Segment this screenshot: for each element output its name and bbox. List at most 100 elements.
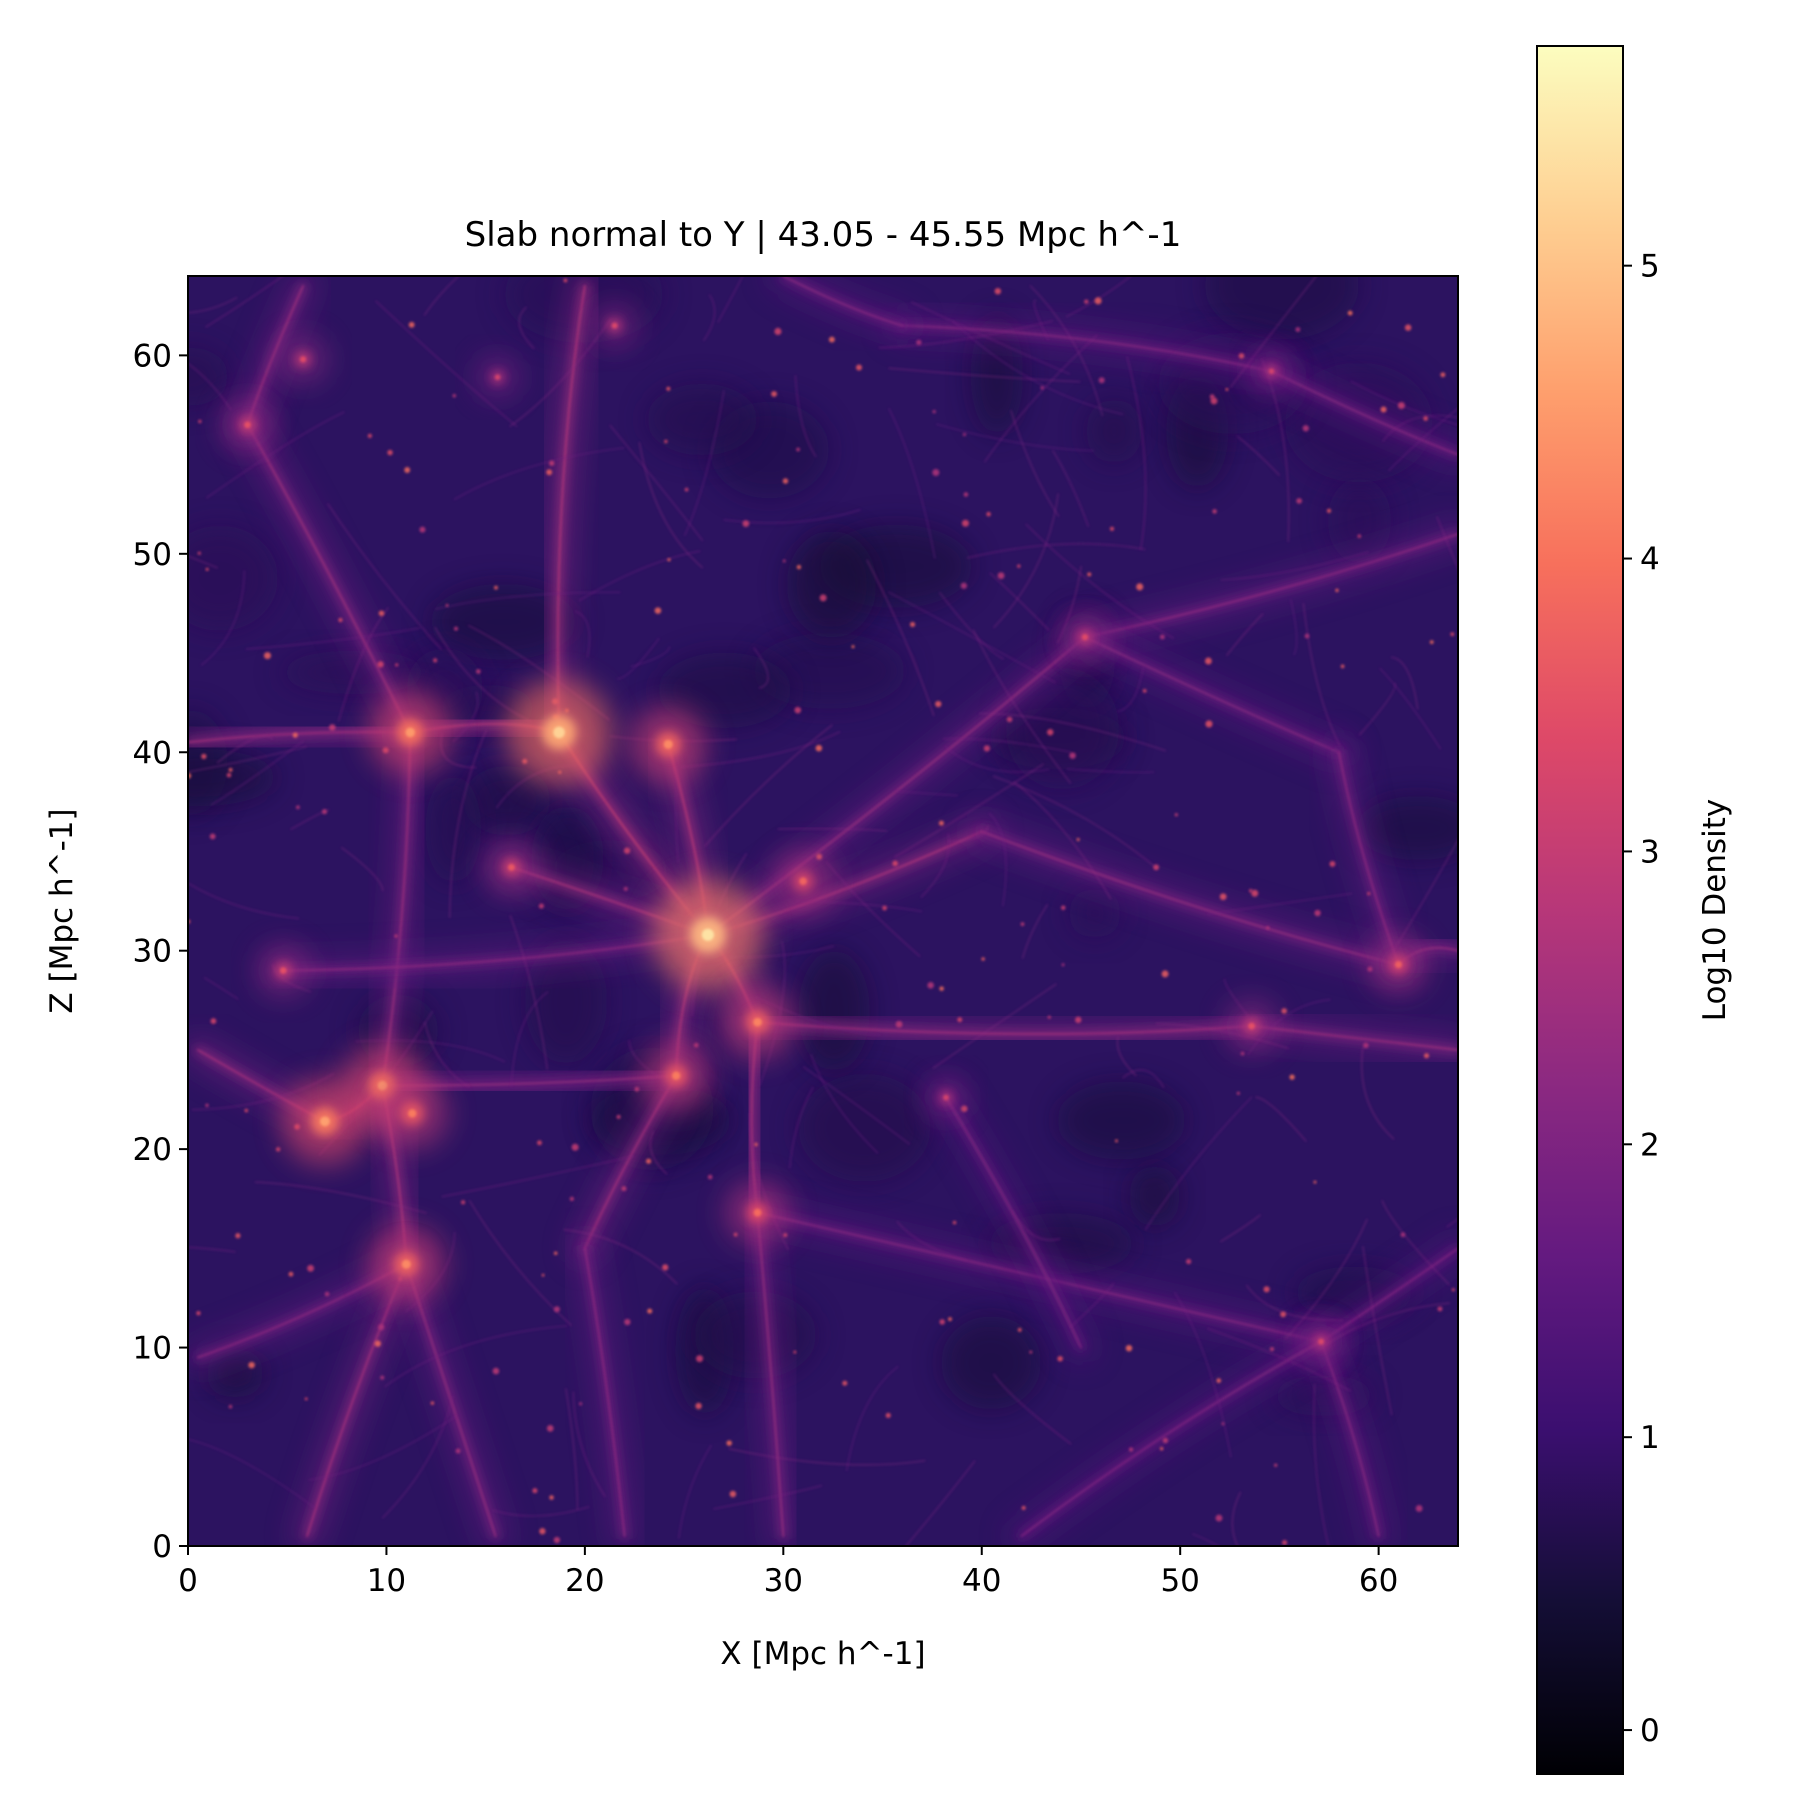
filament-core	[584, 1247, 626, 1537]
halo	[981, 957, 985, 961]
web-strand	[920, 833, 950, 898]
halo	[1204, 657, 1212, 665]
y-axis-ticks: 0 10 20 30 40 50 60	[133, 338, 188, 1565]
x-axis-label: X [Mpc h^-1]	[720, 1636, 925, 1672]
y-tick-label: 10	[133, 1331, 172, 1367]
x-axis-ticks: 0 10 20 30 40 50 60	[178, 1546, 1398, 1599]
web-strand	[993, 1373, 1072, 1445]
y-axis-label: Z [Mpc h^-1]	[44, 808, 80, 1013]
halo	[1221, 1422, 1225, 1426]
halo	[1109, 526, 1115, 531]
web-strand	[992, 775, 1158, 870]
halo	[532, 1488, 538, 1494]
void-region	[1068, 888, 1122, 939]
halo	[1380, 406, 1387, 413]
filament-core	[782, 276, 904, 327]
x-tick-label: 60	[1359, 1563, 1398, 1599]
colorbar-tick-label: 2	[1640, 1127, 1660, 1163]
colorbar-tick-label: 1	[1640, 1420, 1660, 1456]
halo	[1423, 1053, 1430, 1059]
halo	[387, 449, 393, 456]
web-strand	[1025, 523, 1175, 639]
halo	[1274, 1463, 1278, 1467]
halo	[645, 1158, 652, 1164]
web-strand	[509, 915, 548, 1070]
void-region	[646, 383, 758, 456]
halo	[549, 1495, 554, 1500]
web-strand	[453, 447, 625, 501]
web-strand	[936, 423, 1094, 452]
web-strand	[984, 334, 1098, 463]
halo	[1415, 1505, 1423, 1512]
halo	[394, 934, 398, 938]
halo	[493, 585, 498, 590]
halo	[304, 1397, 308, 1401]
web-strand	[789, 1086, 814, 1169]
web-strand	[1220, 551, 1369, 581]
web-strand	[888, 407, 936, 559]
web-strand	[1207, 892, 1353, 915]
web-strand	[210, 740, 305, 806]
halo	[461, 1200, 466, 1205]
web-strand	[1117, 667, 1144, 713]
web-strand	[327, 503, 442, 650]
halo	[1335, 588, 1339, 593]
halo	[782, 559, 786, 563]
halo	[377, 661, 384, 668]
web-strand	[355, 1039, 506, 1063]
web-strand	[205, 276, 284, 328]
halo	[851, 645, 855, 649]
halo	[1057, 1355, 1063, 1362]
density-peak-core	[611, 322, 618, 329]
web-strand	[1284, 1218, 1368, 1340]
halo	[960, 582, 968, 589]
web-strand	[1255, 1096, 1307, 1142]
density-peak-core	[320, 1116, 330, 1127]
web-strand	[702, 294, 716, 342]
web-strand	[993, 493, 1059, 629]
filament-core	[1084, 636, 1340, 754]
web-strand	[678, 1444, 712, 1539]
filament-core	[557, 285, 586, 734]
web-strand	[572, 1391, 606, 1498]
web-strand	[942, 738, 1072, 753]
filament-core	[707, 636, 1086, 936]
y-tick-label: 20	[133, 1132, 172, 1168]
void-region	[798, 949, 870, 1072]
halo	[939, 1319, 945, 1325]
halo	[226, 772, 232, 778]
halo	[1296, 498, 1302, 504]
halo	[1153, 864, 1160, 871]
web-strand	[423, 276, 460, 316]
halo	[892, 860, 898, 867]
web-strand	[1231, 1491, 1242, 1546]
web-strand	[894, 763, 1044, 858]
halo	[292, 732, 298, 738]
halo	[546, 469, 553, 476]
y-tick-label: 30	[133, 934, 172, 970]
halo	[938, 820, 944, 826]
web-strand	[381, 1395, 454, 1519]
halo	[475, 669, 481, 674]
web-strand	[888, 367, 1081, 383]
web-strand	[910, 301, 1071, 375]
halo	[1329, 860, 1336, 867]
web-strand	[574, 610, 591, 658]
halo	[374, 1340, 381, 1347]
halo	[1219, 893, 1227, 901]
web-strand	[1192, 1533, 1220, 1546]
halo	[1060, 905, 1066, 911]
web-strand	[1069, 1282, 1115, 1329]
web-strand	[1436, 516, 1458, 570]
halo	[263, 652, 272, 660]
web-strand	[563, 1229, 678, 1285]
web-strand	[188, 362, 232, 411]
filament-core	[945, 1096, 1082, 1349]
void-region	[462, 765, 552, 836]
web-strand	[1207, 1328, 1351, 1392]
halo	[684, 487, 689, 492]
halo	[624, 1318, 631, 1326]
halo	[537, 1140, 542, 1146]
halo	[1340, 664, 1345, 669]
density-peak-core	[1318, 1338, 1325, 1345]
